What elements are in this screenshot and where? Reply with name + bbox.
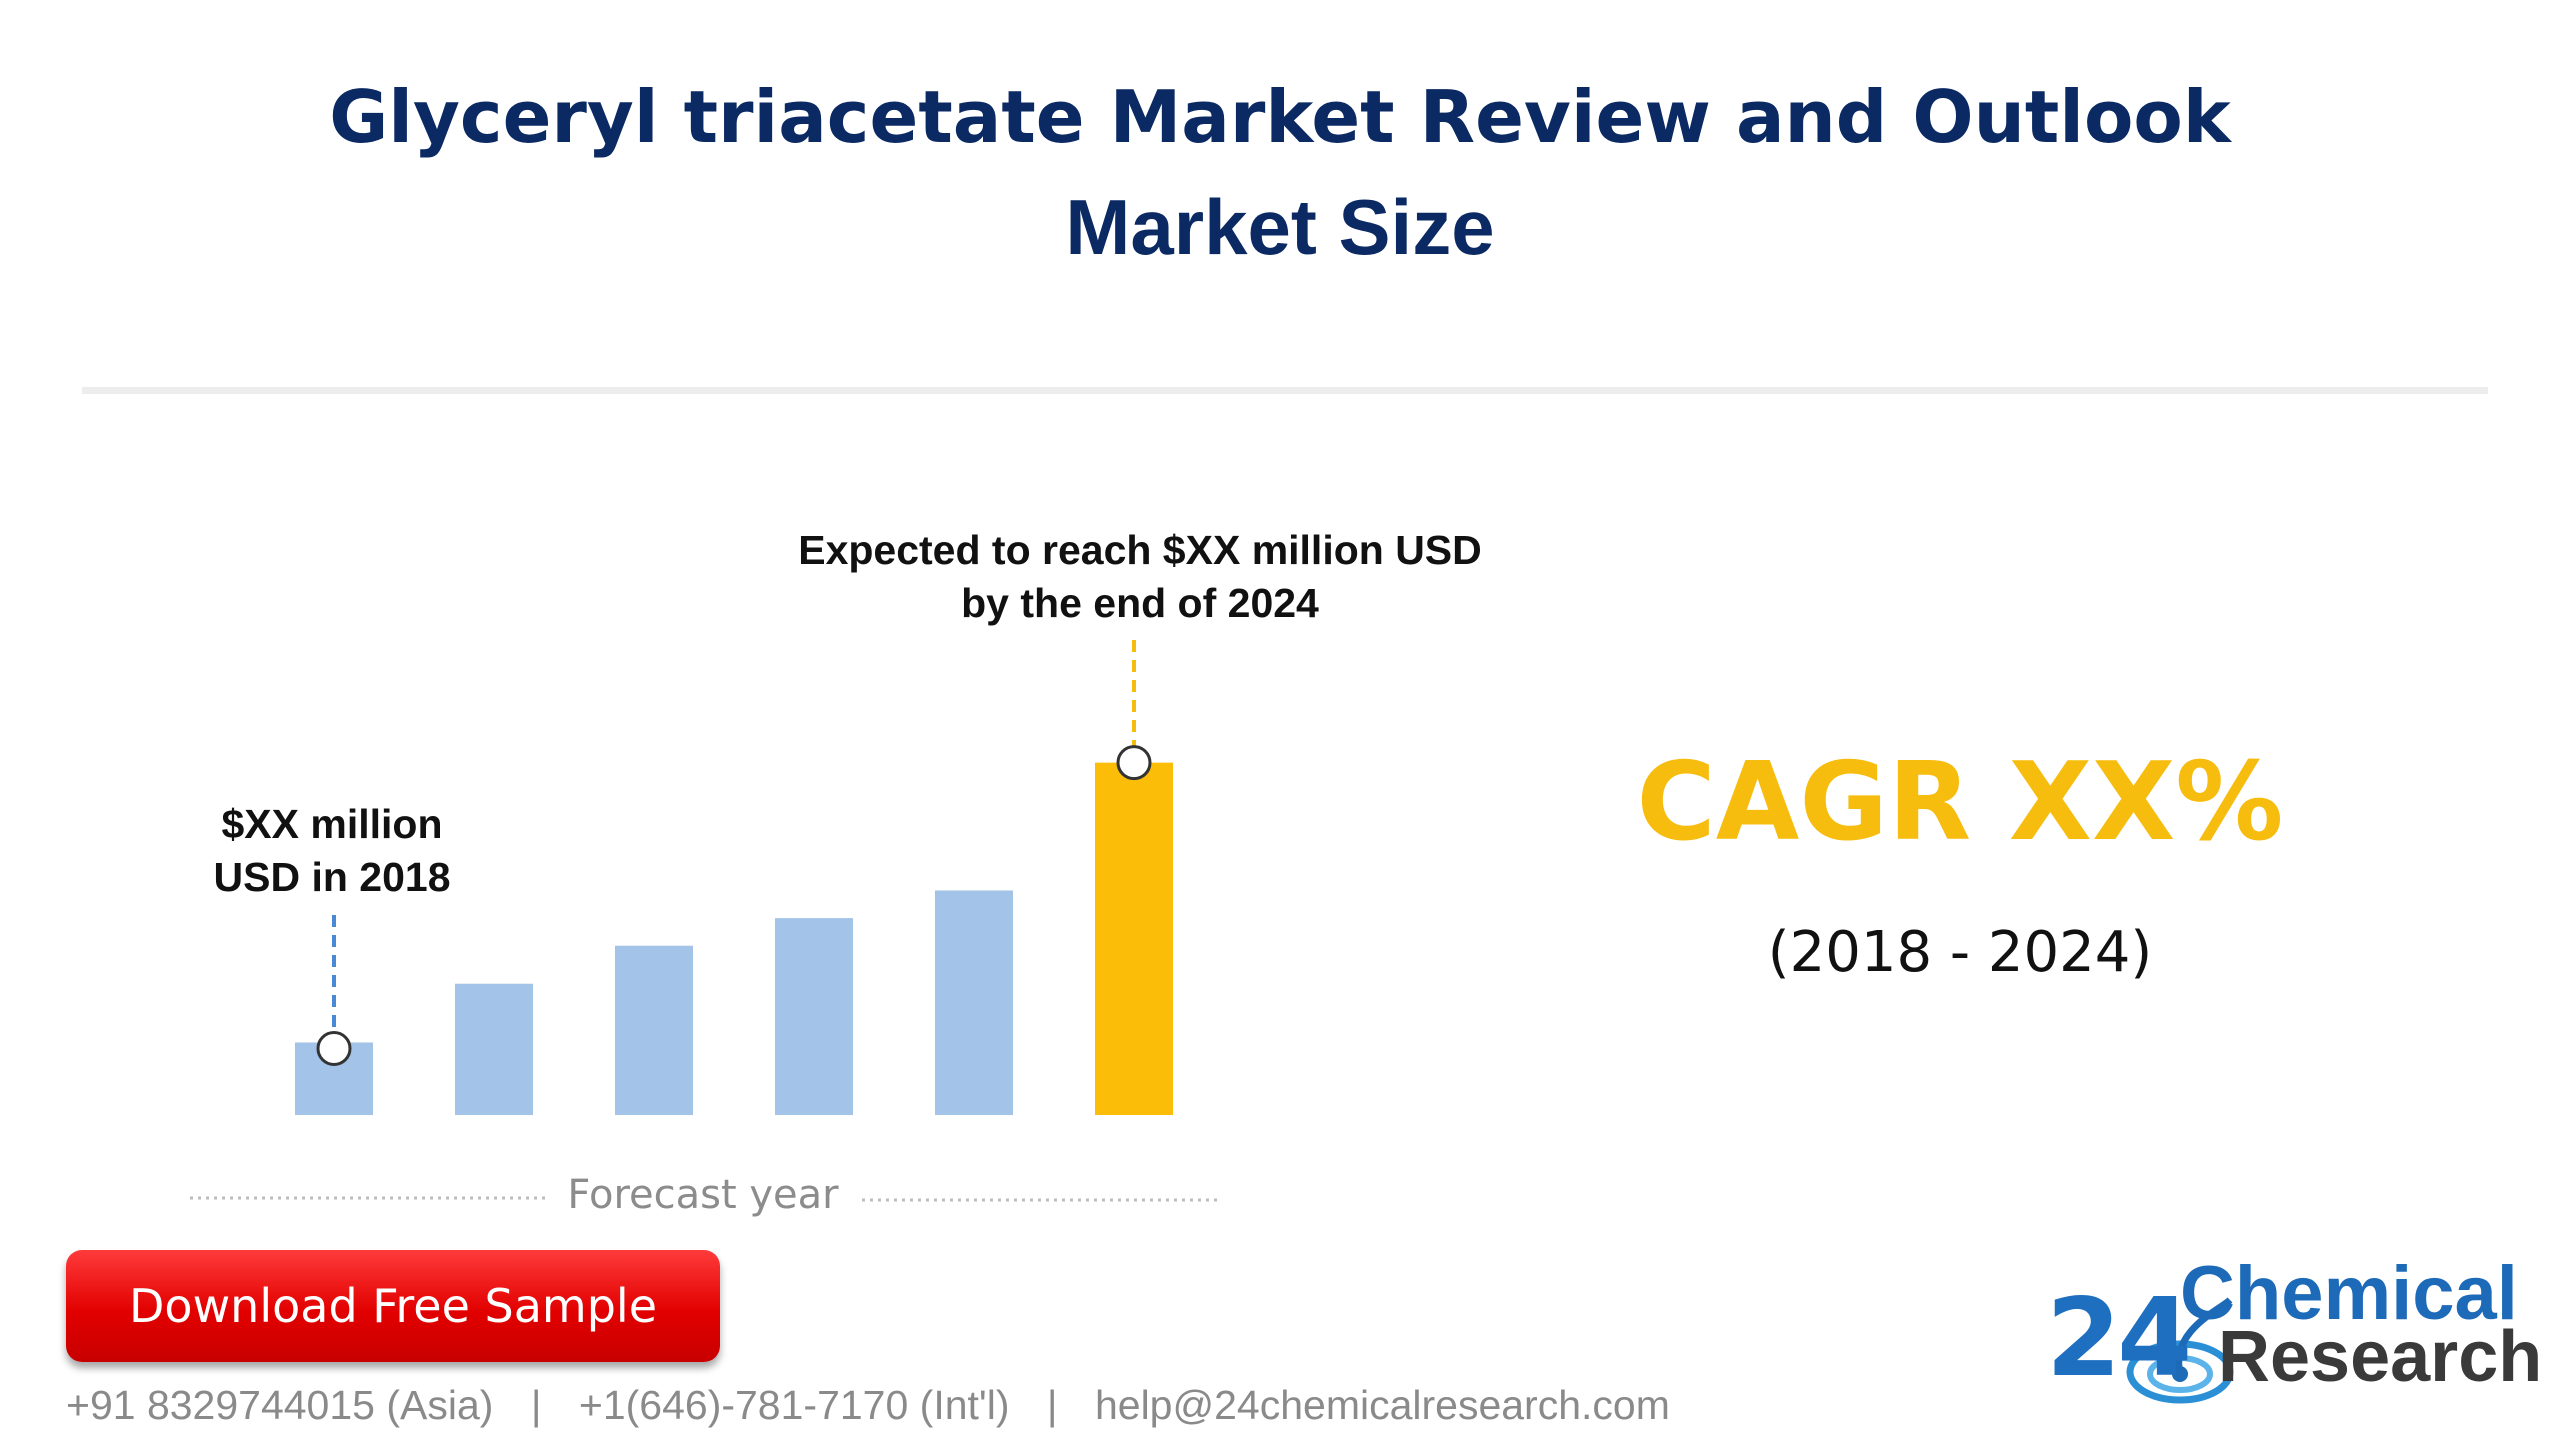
page-title: Glyceryl triacetate Market Review and Ou… <box>0 62 2560 282</box>
bar-4 <box>775 918 853 1115</box>
contact-separator: | <box>1046 1382 1058 1428</box>
cagr-period: (2018 - 2024) <box>1767 920 2153 985</box>
logo-swirl-icon <box>2126 1297 2234 1404</box>
bar-2 <box>455 983 533 1115</box>
email-link[interactable]: help@24chemicalresearch.com <box>1094 1382 1670 1428</box>
phone-international[interactable]: +1(646)-781-7170 (Int'l) <box>578 1382 1010 1428</box>
logo-word-research: Research <box>2218 1317 2543 1397</box>
contact-separator: | <box>530 1382 542 1428</box>
start-annotation-line-1: $XX million <box>221 801 443 847</box>
title-line-1: Glyceryl triacetate Market Review and Ou… <box>329 75 2231 159</box>
end-annotation-line-2: by the end of 2024 <box>961 580 1319 626</box>
end-value-annotation: Expected to reach $XX million USD by the… <box>740 524 1540 630</box>
phone-asia[interactable]: +91 8329744015 (Asia) <box>66 1382 494 1428</box>
bar-3 <box>615 945 693 1115</box>
bar-6 <box>1095 762 1173 1115</box>
start-marker-dot <box>316 1030 352 1066</box>
cagr-value: CAGR XX% <box>1636 740 2284 865</box>
start-annotation-line-2: USD in 2018 <box>213 854 451 900</box>
contact-bar: +91 8329744015 (Asia) | +1(646)-781-7170… <box>66 1382 1670 1429</box>
bar-5 <box>935 890 1013 1115</box>
download-free-sample-button[interactable]: Download Free Sample <box>66 1250 720 1362</box>
start-value-annotation: $XX million USD in 2018 <box>160 798 504 904</box>
end-marker-dot <box>1116 745 1152 781</box>
logo-word-chemical: Chemical <box>2180 1251 2518 1336</box>
header-divider <box>82 387 2488 394</box>
end-annotation-line-1: Expected to reach $XX million USD <box>798 527 1482 573</box>
title-line-2: Market Size <box>1065 183 1495 271</box>
x-axis-label: Forecast year <box>567 1172 839 1218</box>
logo-number: 24 <box>2046 1276 2192 1401</box>
company-logo[interactable]: 24 Chemical Research <box>2040 1250 2542 1410</box>
